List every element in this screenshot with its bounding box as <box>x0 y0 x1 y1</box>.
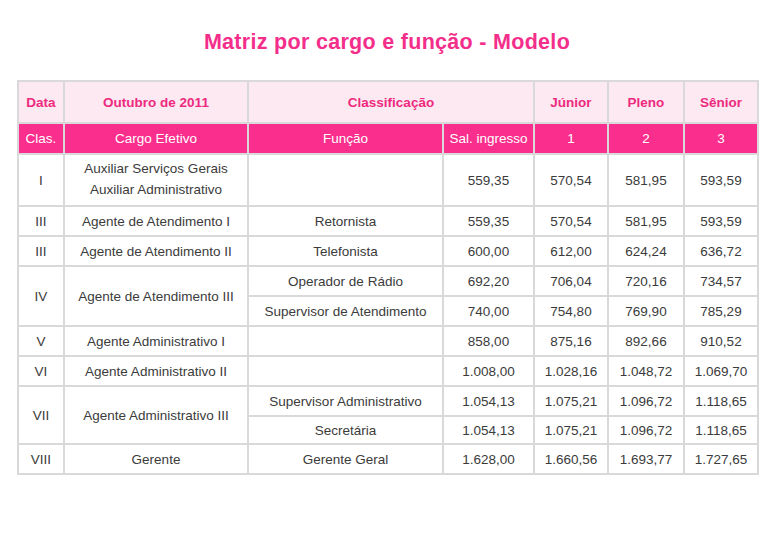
cell-clas: IV <box>18 266 64 326</box>
cell-pleno: 1.096,72 <box>608 386 684 416</box>
cell-clas: VII <box>18 386 64 444</box>
salary-matrix-table: Data Outubro de 2011 Classificação Júnio… <box>17 80 759 475</box>
cell-cargo: Agente Administrativo III <box>64 386 248 444</box>
cell-pleno: 581,95 <box>608 154 684 206</box>
header-cell-senior: Sênior <box>684 81 758 123</box>
cell-clas: I <box>18 154 64 206</box>
header-cell-data: Data <box>18 81 64 123</box>
cell-senior: 1.118,65 <box>684 386 758 416</box>
cell-cargo: Agente de Atendimento II <box>64 236 248 266</box>
cell-sal: 559,35 <box>443 206 534 236</box>
cell-funcao: Supervisor de Atendimento <box>248 296 443 326</box>
cell-clas: III <box>18 206 64 236</box>
cell-sal: 740,00 <box>443 296 534 326</box>
cell-senior: 734,57 <box>684 266 758 296</box>
cell-junior: 706,04 <box>534 266 608 296</box>
cell-sal: 559,35 <box>443 154 534 206</box>
cell-senior: 636,72 <box>684 236 758 266</box>
cell-junior: 875,16 <box>534 326 608 356</box>
cell-funcao: Secretária <box>248 416 443 444</box>
cell-senior: 593,59 <box>684 154 758 206</box>
cell-junior: 1.075,21 <box>534 386 608 416</box>
cell-sal: 1.054,13 <box>443 416 534 444</box>
cell-clas: V <box>18 326 64 356</box>
cell-cargo: Agente de Atendimento I <box>64 206 248 236</box>
cell-funcao: Telefonista <box>248 236 443 266</box>
table-body: I Auxiliar Serviços Gerais Auxiliar Admi… <box>18 154 758 474</box>
cell-sal: 1.628,00 <box>443 444 534 474</box>
header-cell-cargo-efetivo: Cargo Efetivo <box>64 123 248 154</box>
cell-junior: 1.660,56 <box>534 444 608 474</box>
cell-cargo: Agente de Atendimento III <box>64 266 248 326</box>
cell-senior: 593,59 <box>684 206 758 236</box>
cell-junior: 612,00 <box>534 236 608 266</box>
cell-cargo: Agente Administrativo II <box>64 356 248 386</box>
table-row: VIII Gerente Gerente Geral 1.628,00 1.66… <box>18 444 758 474</box>
cell-funcao: Operador de Rádio <box>248 266 443 296</box>
header-cell-month: Outubro de 2011 <box>64 81 248 123</box>
cell-senior: 785,29 <box>684 296 758 326</box>
cell-pleno: 1.096,72 <box>608 416 684 444</box>
cell-senior: 910,52 <box>684 326 758 356</box>
cell-sal: 1.054,13 <box>443 386 534 416</box>
cell-clas: VIII <box>18 444 64 474</box>
table-row: III Agente de Atendimento II Telefonista… <box>18 236 758 266</box>
cell-pleno: 1.693,77 <box>608 444 684 474</box>
cell-funcao <box>248 356 443 386</box>
table-header: Data Outubro de 2011 Classificação Júnio… <box>18 81 758 154</box>
cell-clas: VI <box>18 356 64 386</box>
cell-pleno: 892,66 <box>608 326 684 356</box>
header-cell-funcao: Função <box>248 123 443 154</box>
cell-junior: 570,54 <box>534 154 608 206</box>
cell-funcao <box>248 326 443 356</box>
cell-pleno: 720,16 <box>608 266 684 296</box>
header-cell-step-1: 1 <box>534 123 608 154</box>
cell-clas: III <box>18 236 64 266</box>
cell-pleno: 769,90 <box>608 296 684 326</box>
cell-junior: 754,80 <box>534 296 608 326</box>
header-row-meta: Data Outubro de 2011 Classificação Júnio… <box>18 81 758 123</box>
cargo-line-2: Auxiliar Administrativo <box>68 180 244 201</box>
cell-senior: 1.069,70 <box>684 356 758 386</box>
cell-pleno: 1.048,72 <box>608 356 684 386</box>
cell-sal: 858,00 <box>443 326 534 356</box>
header-cell-classification: Classificação <box>248 81 534 123</box>
cell-pleno: 581,95 <box>608 206 684 236</box>
table-row: VII Agente Administrativo III Supervisor… <box>18 386 758 416</box>
cell-cargo: Auxiliar Serviços Gerais Auxiliar Admini… <box>64 154 248 206</box>
cell-funcao: Retornista <box>248 206 443 236</box>
cell-sal: 600,00 <box>443 236 534 266</box>
table-row: VI Agente Administrativo II 1.008,00 1.0… <box>18 356 758 386</box>
header-cell-junior: Júnior <box>534 81 608 123</box>
header-cell-pleno: Pleno <box>608 81 684 123</box>
header-cell-step-3: 3 <box>684 123 758 154</box>
header-cell-sal-ingresso: Sal. ingresso <box>443 123 534 154</box>
header-row-columns: Clas. Cargo Efetivo Função Sal. ingresso… <box>18 123 758 154</box>
cell-sal: 692,20 <box>443 266 534 296</box>
table-row: IV Agente de Atendimento III Operador de… <box>18 266 758 296</box>
cell-junior: 1.028,16 <box>534 356 608 386</box>
cell-funcao: Supervisor Administrativo <box>248 386 443 416</box>
cell-sal: 1.008,00 <box>443 356 534 386</box>
table-row: I Auxiliar Serviços Gerais Auxiliar Admi… <box>18 154 758 206</box>
cell-junior: 570,54 <box>534 206 608 236</box>
cell-cargo: Gerente <box>64 444 248 474</box>
cargo-line-1: Auxiliar Serviços Gerais <box>68 159 244 180</box>
header-cell-clas: Clas. <box>18 123 64 154</box>
cell-funcao: Gerente Geral <box>248 444 443 474</box>
header-cell-step-2: 2 <box>608 123 684 154</box>
table-row: V Agente Administrativo I 858,00 875,16 … <box>18 326 758 356</box>
cell-pleno: 624,24 <box>608 236 684 266</box>
cell-senior: 1.727,65 <box>684 444 758 474</box>
cell-cargo: Agente Administrativo I <box>64 326 248 356</box>
page-title: Matriz por cargo e função - Modelo <box>0 30 774 55</box>
cell-senior: 1.118,65 <box>684 416 758 444</box>
cell-junior: 1.075,21 <box>534 416 608 444</box>
cell-funcao <box>248 154 443 206</box>
table-row: III Agente de Atendimento I Retornista 5… <box>18 206 758 236</box>
